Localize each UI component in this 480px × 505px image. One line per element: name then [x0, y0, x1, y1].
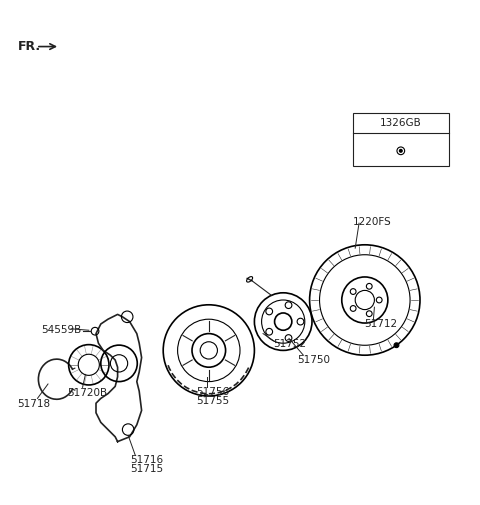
Text: 51752: 51752: [274, 338, 307, 348]
Text: FR.: FR.: [18, 40, 41, 53]
Text: 51720B: 51720B: [67, 387, 108, 397]
Text: 54559B: 54559B: [41, 324, 81, 334]
Circle shape: [394, 343, 399, 348]
Text: 51715: 51715: [131, 463, 164, 473]
Text: 51712: 51712: [364, 319, 397, 328]
Text: 51755: 51755: [196, 395, 229, 405]
Text: 51750: 51750: [298, 354, 331, 364]
Bar: [353, 114, 449, 166]
Text: 51718: 51718: [17, 398, 50, 409]
Text: 1326GB: 1326GB: [380, 118, 421, 128]
Circle shape: [399, 150, 402, 153]
Text: 51716: 51716: [131, 454, 164, 465]
Text: 51756: 51756: [196, 386, 229, 396]
Text: 1220FS: 1220FS: [353, 216, 392, 226]
